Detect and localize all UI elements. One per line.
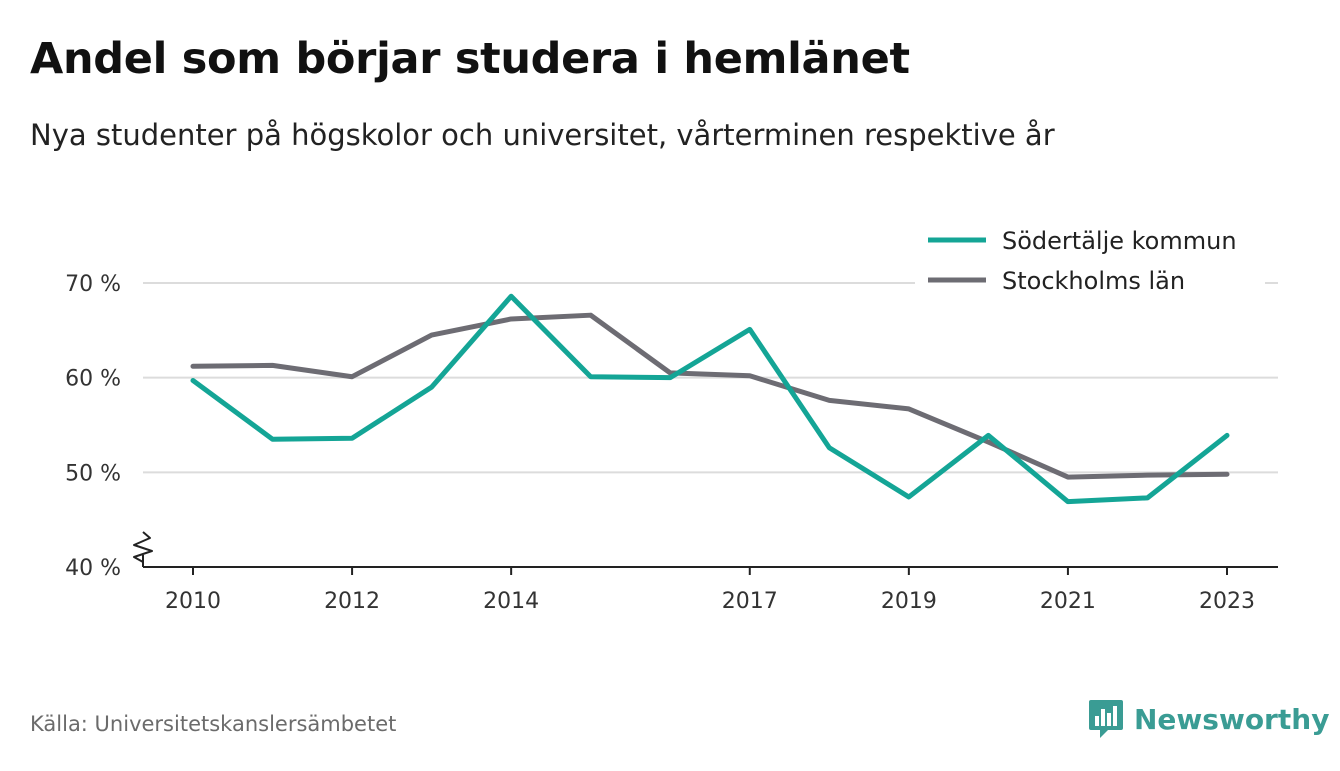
x-axis-ticks: 2010 2012 2014 2017 2019 2021 2023 [165, 567, 1255, 614]
y-tick-label: 60 % [65, 367, 121, 392]
legend: Södertälje kommun Stockholms län [915, 222, 1265, 302]
axis-break-icon [133, 531, 153, 563]
legend-label: Stockholms län [1002, 267, 1185, 295]
source-note: Källa: Universitetskanslersämbetet [30, 712, 397, 736]
series-line [190, 293, 1230, 505]
x-tick-label: 2012 [324, 589, 380, 614]
legend-label: Södertälje kommun [1002, 227, 1237, 255]
series-line [190, 312, 1230, 480]
series-lines [190, 293, 1230, 505]
y-tick-label: 40 % [65, 556, 121, 581]
x-tick-label: 2019 [881, 589, 937, 614]
newsworthy-logo-icon [1089, 700, 1123, 738]
brand: Newsworthy [1088, 698, 1329, 740]
y-axis-ticks: 40 % 50 % 60 % 70 % [65, 272, 121, 581]
grid-lines [143, 282, 1278, 474]
y-tick-label: 50 % [65, 461, 121, 486]
x-tick-label: 2014 [483, 589, 539, 614]
line-chart: 40 % 50 % 60 % 70 % 2010 2012 2014 2017 2019 202… [65, 222, 1278, 614]
x-tick-label: 2021 [1040, 589, 1096, 614]
legend-background [915, 222, 1265, 302]
x-tick-label: 2017 [722, 589, 778, 614]
x-tick-label: 2023 [1199, 589, 1255, 614]
chart-title: Andel som börjar studera i hemlänet [30, 34, 910, 84]
brand-name: Newsworthy [1134, 702, 1330, 736]
y-tick-label: 70 % [65, 272, 121, 297]
axes [133, 531, 1278, 568]
x-tick-label: 2010 [165, 589, 221, 614]
chart-subtitle: Nya studenter på högskolor och universit… [30, 118, 1055, 152]
